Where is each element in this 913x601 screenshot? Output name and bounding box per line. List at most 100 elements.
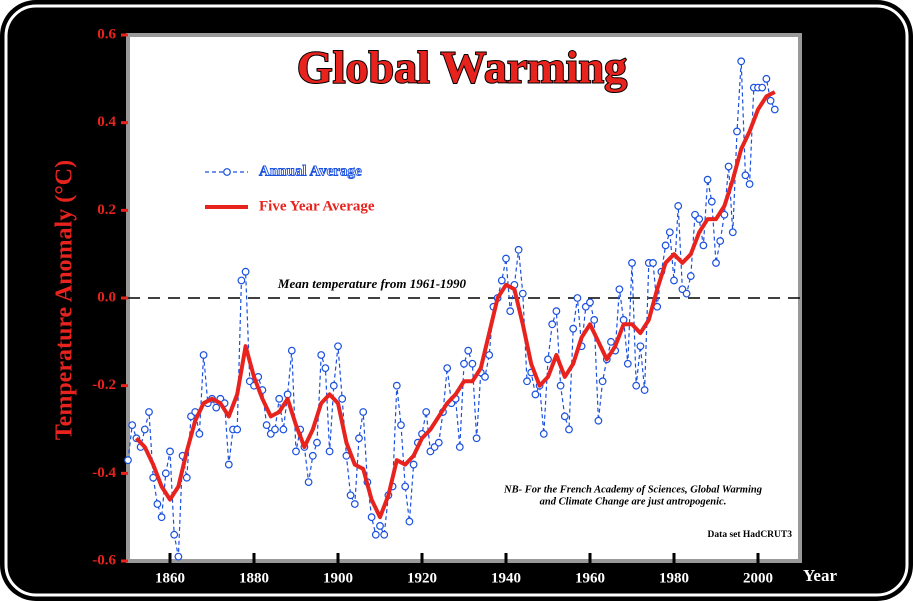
data-point <box>481 373 489 381</box>
data-point <box>397 421 405 430</box>
data-point <box>346 491 355 500</box>
data-point <box>325 447 334 456</box>
data-point <box>590 316 599 324</box>
data-point <box>623 359 632 368</box>
data-point <box>199 351 208 359</box>
y-tick-label: 0.2 <box>97 202 116 218</box>
data-point <box>355 434 363 443</box>
data-point <box>649 259 657 267</box>
data-point <box>124 456 132 465</box>
data-point <box>308 451 317 460</box>
data-point <box>724 162 733 171</box>
data-point <box>560 412 569 421</box>
data-point <box>170 530 179 539</box>
data-point <box>670 276 678 285</box>
data-point <box>544 355 552 364</box>
x-tick-label: 1960 <box>575 570 605 586</box>
data-point <box>145 408 153 416</box>
data-point <box>464 346 473 355</box>
data-point <box>758 83 767 92</box>
data-point <box>182 473 191 482</box>
data-point <box>531 390 540 399</box>
data-point <box>359 408 368 416</box>
data-point <box>707 197 716 206</box>
data-point <box>195 429 204 438</box>
data-point <box>619 316 628 324</box>
data-point <box>275 394 284 403</box>
x-tick-label: 1900 <box>323 570 353 586</box>
data-point <box>703 175 712 184</box>
data-point <box>598 377 607 386</box>
data-point <box>262 421 271 430</box>
data-point <box>737 57 746 66</box>
data-point <box>224 460 233 469</box>
data-point <box>615 285 624 294</box>
data-point <box>586 298 594 307</box>
data-point <box>329 381 338 390</box>
data-point <box>741 171 750 180</box>
data-point <box>728 228 737 237</box>
y-tick-label: -0.4 <box>92 465 116 481</box>
data-point <box>565 425 573 434</box>
data-point <box>241 267 250 276</box>
data-point <box>422 408 431 416</box>
data-point <box>401 482 410 491</box>
data-point <box>409 460 418 469</box>
data-point <box>640 386 649 394</box>
data-point <box>502 254 510 263</box>
data-point <box>292 447 300 456</box>
data-point <box>334 342 342 351</box>
data-point <box>573 294 582 302</box>
data-point <box>212 403 221 412</box>
data-point <box>157 513 166 522</box>
y-tick-label: 0.4 <box>97 114 116 130</box>
data-point <box>371 530 380 539</box>
data-point <box>674 202 683 210</box>
data-point <box>523 377 531 386</box>
x-axis-label: Year <box>803 566 837 585</box>
data-point <box>376 522 384 530</box>
data-point <box>367 513 376 522</box>
data-point <box>716 237 725 245</box>
data-point <box>699 241 708 250</box>
annotation: Data set HadCRUT3 <box>708 530 793 540</box>
data-point <box>712 259 720 267</box>
y-tick-label: 0.6 <box>97 26 116 42</box>
legend-label: Annual Average <box>259 163 362 179</box>
legend-label: Five Year Average <box>259 198 375 214</box>
data-point <box>313 438 321 447</box>
data-point <box>661 241 670 250</box>
data-point <box>166 447 174 456</box>
data-point <box>392 381 401 390</box>
data-point <box>283 390 292 399</box>
data-point <box>682 289 691 298</box>
data-point <box>770 105 779 114</box>
data-point <box>745 180 754 188</box>
data-point <box>350 500 359 508</box>
data-point <box>317 351 326 359</box>
data-point <box>556 381 565 390</box>
reference-label: Mean temperature from 1961-1990 <box>277 276 467 291</box>
data-point <box>434 438 443 447</box>
data-point <box>628 259 636 267</box>
data-point <box>695 215 704 224</box>
chart-title: Global Warming <box>297 42 627 93</box>
smooth-line <box>134 90 776 520</box>
y-tick-label: -0.2 <box>92 377 116 393</box>
data-point <box>514 245 523 254</box>
data-point <box>485 351 494 359</box>
data-point <box>161 469 170 478</box>
data-point <box>380 530 389 539</box>
data-point <box>766 96 775 105</box>
x-tick-label: 1880 <box>239 570 269 586</box>
data-point <box>233 425 242 434</box>
data-point <box>304 478 313 487</box>
legend-marker <box>223 168 231 176</box>
data-point <box>506 307 515 316</box>
data-point <box>321 364 330 373</box>
data-point <box>460 359 468 368</box>
x-tick-label: 1980 <box>659 570 689 586</box>
data-point <box>271 425 279 434</box>
data-point <box>405 517 414 526</box>
